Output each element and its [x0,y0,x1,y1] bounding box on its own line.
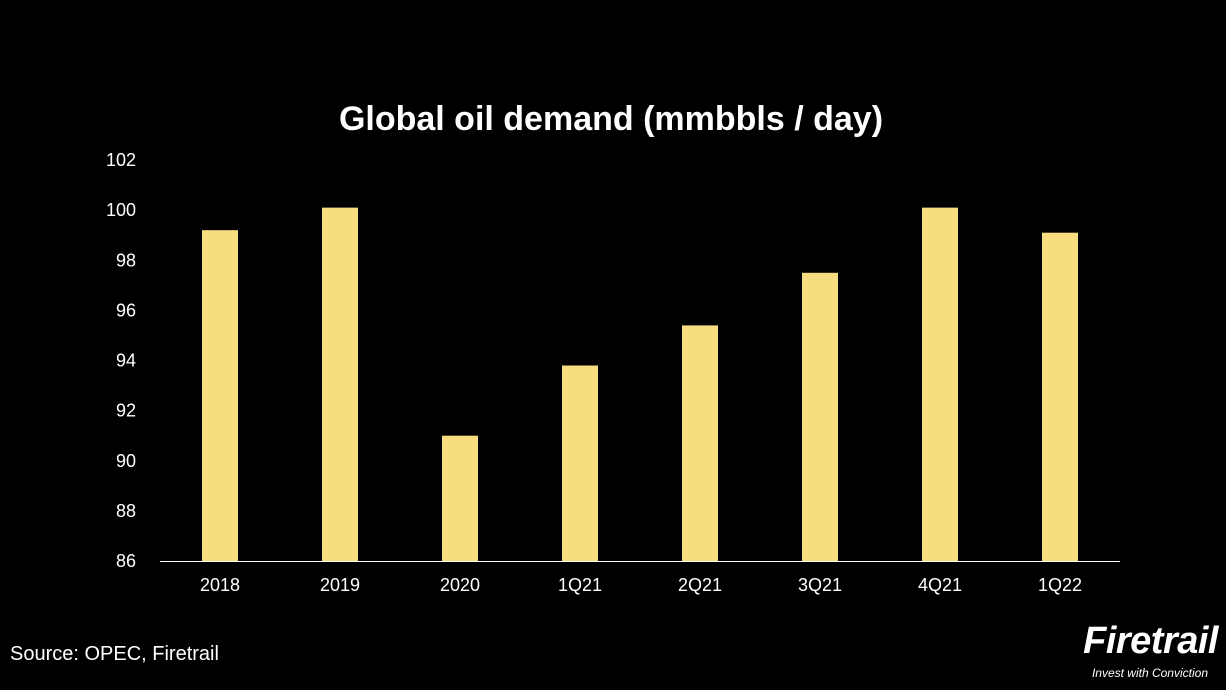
bar-2q21 [682,325,718,561]
y-tick-label: 86 [116,551,136,571]
x-tick-label: 1Q22 [1038,575,1082,595]
chart-title: Global oil demand (mmbbls / day) [339,100,883,138]
bar-1q22 [1042,232,1078,561]
brand-name: Firetrail [1083,620,1218,662]
bar-2018 [202,230,238,562]
x-tick-label: 2018 [200,575,240,595]
y-tick-label: 88 [116,501,136,521]
y-tick-label: 100 [106,200,136,220]
y-tick-label: 92 [116,401,136,421]
x-tick-label: 2020 [440,575,480,595]
y-tick-label: 98 [116,250,136,270]
y-tick-label: 96 [116,300,136,320]
bar-4q21 [922,207,958,561]
y-tick-label: 90 [116,451,136,471]
x-tick-label: 2Q21 [678,575,722,595]
bar-1q21 [562,365,598,561]
bar-3q21 [802,272,838,561]
source-note: Source: OPEC, Firetrail [10,643,219,665]
x-axis-labels: 2018 2019 2020 1Q21 2Q21 3Q21 4Q21 1Q22 [200,575,1082,595]
bar-2019 [322,207,358,561]
brand-tagline: Invest with Conviction [1091,666,1208,680]
bar-2020 [442,435,478,561]
x-tick-label: 3Q21 [798,575,842,595]
x-tick-label: 2019 [320,575,360,595]
y-axis-ticks: 86 88 90 92 94 96 98 100 102 [106,150,136,571]
x-tick-label: 1Q21 [558,575,602,595]
bars [202,207,1078,562]
y-tick-label: 94 [116,351,136,371]
firetrail-logo: Firetrail Invest with Conviction [1062,620,1222,682]
y-tick-label: 102 [106,150,136,170]
x-tick-label: 4Q21 [918,575,962,595]
